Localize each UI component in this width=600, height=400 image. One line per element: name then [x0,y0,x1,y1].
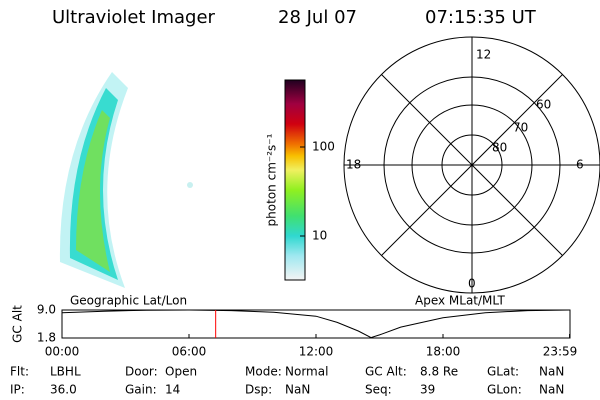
colorbar [284,79,306,281]
x-tick-label: 06:00 [172,345,207,359]
colorbar-tick-label: 10 [312,229,327,243]
polar-label: 0 [468,277,476,291]
colorbar-tick-label: 100 [312,140,335,154]
info-label: GLat: [487,365,519,379]
polar-label: 12 [476,48,491,62]
info-label: Seq: [365,383,392,397]
altitude-left-title: Geographic Lat/Lon [70,294,187,308]
info-value: Normal [285,365,328,379]
info-label: IP: [10,383,25,397]
polar-label: 80 [492,141,507,155]
title: Ultraviolet Imager [52,7,216,28]
info-value: LBHL [50,365,81,379]
info-value: 36.0 [50,383,77,397]
info-label: Dsp: [245,383,272,397]
image [59,72,193,288]
info-label: Door: [125,365,158,379]
polar-label: 70 [513,121,528,135]
info-value: Open [165,365,197,379]
info-label: GLon: [487,383,522,397]
polar-label: 6 [576,158,584,172]
polar-label: 18 [346,158,361,172]
x-tick-label: 23:59 [543,345,578,359]
x-tick-label: 12:00 [299,345,334,359]
altitude-right-title: Apex MLat/MLT [415,294,505,308]
altitude-frame [61,309,571,339]
info-value: NaN [539,383,564,397]
info-value: 39 [420,383,435,397]
info-value: NaN [539,365,564,379]
date: 28 Jul 07 [278,7,357,28]
y-tick-label: 1.8 [37,331,56,345]
info-label: GC Alt: [365,365,407,379]
info-value: NaN [285,383,310,397]
info-label: Gain: [125,383,157,397]
y-tick-label: 9.0 [37,303,56,317]
altitude-y-label: GC Alt [11,305,25,343]
polar-label: 60 [536,98,551,112]
info-value: 8.8 Re [420,365,458,379]
info-label: Flt: [10,365,29,379]
info-value: 14 [165,383,180,397]
time: 07:15:35 UT [425,7,537,28]
polar-grid [343,36,600,294]
x-tick-label: 00:00 [45,345,80,359]
altitude-curve [61,309,570,339]
x-tick-label: 18:00 [426,345,461,359]
info-label: Mode: [245,365,282,379]
colorbar-label: photon cm⁻²s⁻¹ [265,133,279,226]
